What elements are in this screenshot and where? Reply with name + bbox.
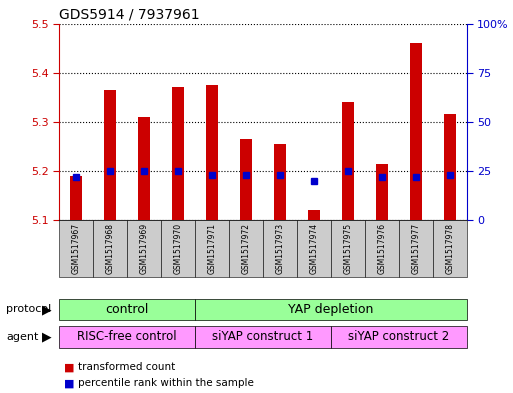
Text: GSM1517976: GSM1517976 [378,223,386,274]
Text: ▶: ▶ [43,303,52,316]
Bar [274,144,286,220]
Bar [376,163,388,220]
Bar [444,114,456,220]
Text: GSM1517977: GSM1517977 [411,223,420,274]
Bar [240,139,252,220]
Text: percentile rank within the sample: percentile rank within the sample [78,378,254,388]
Bar [308,210,320,220]
Text: protocol: protocol [6,305,51,314]
Bar [70,176,82,220]
Text: ▶: ▶ [43,331,52,343]
Text: siYAP construct 2: siYAP construct 2 [348,331,449,343]
Text: ■: ■ [64,378,74,388]
Text: GSM1517972: GSM1517972 [242,223,250,274]
Bar [138,117,150,220]
Bar [410,43,422,220]
Text: GSM1517973: GSM1517973 [275,223,284,274]
Text: transformed count: transformed count [78,362,176,373]
Text: siYAP construct 1: siYAP construct 1 [212,331,313,343]
Bar [104,90,116,220]
Text: GSM1517978: GSM1517978 [445,223,455,274]
Text: agent: agent [6,332,38,342]
Text: GSM1517969: GSM1517969 [140,223,148,274]
Text: control: control [105,303,149,316]
Text: GSM1517968: GSM1517968 [106,223,114,274]
Text: RISC-free control: RISC-free control [77,331,177,343]
Bar [206,85,218,220]
Bar [342,102,354,220]
Text: GSM1517975: GSM1517975 [343,223,352,274]
Text: YAP depletion: YAP depletion [288,303,373,316]
Text: GSM1517971: GSM1517971 [207,223,216,274]
Text: ■: ■ [64,362,74,373]
Bar [172,87,184,220]
Text: GSM1517967: GSM1517967 [71,223,81,274]
Text: GSM1517970: GSM1517970 [173,223,183,274]
Text: GDS5914 / 7937961: GDS5914 / 7937961 [59,7,200,21]
Text: GSM1517974: GSM1517974 [309,223,319,274]
